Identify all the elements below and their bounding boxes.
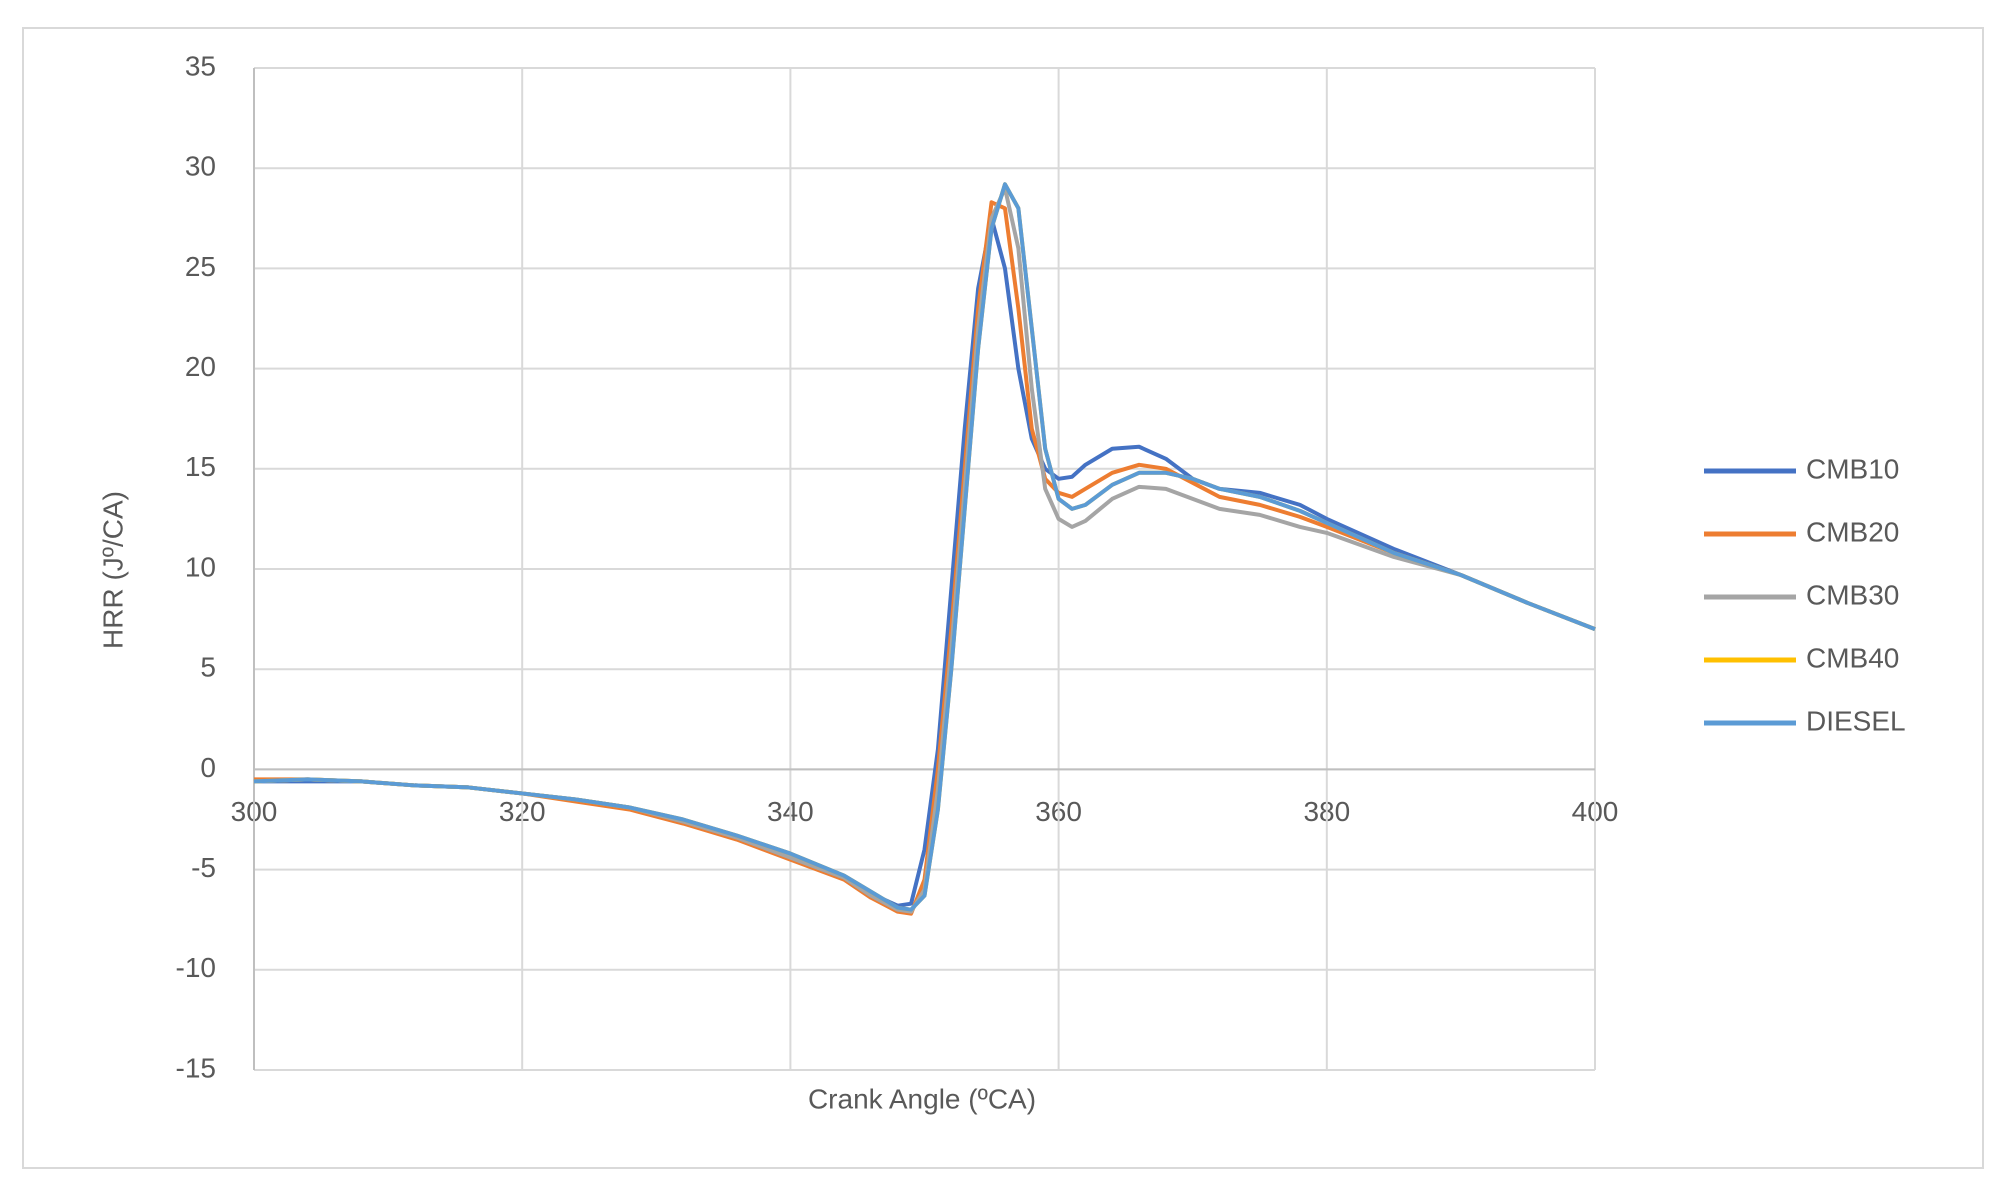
y-tick-label: 10 — [185, 551, 216, 582]
series-line — [253, 182, 1596, 912]
y-tick-label: -10 — [176, 952, 216, 983]
y-axis-title: HRR (Jº/CA) — [97, 491, 128, 649]
y-tick-label: 30 — [185, 151, 216, 182]
legend-label: CMB10 — [1806, 453, 1899, 484]
legend-label: DIESEL — [1806, 705, 1906, 736]
y-tick-label: 35 — [185, 50, 216, 81]
y-tick-label: 20 — [185, 351, 216, 382]
y-tick-label: 0 — [200, 752, 216, 783]
y-tick-label: -5 — [191, 852, 216, 883]
legend-label: CMB30 — [1806, 579, 1899, 610]
chart-frame — [22, 27, 1984, 1169]
legend-label: CMB40 — [1806, 642, 1899, 673]
legend-label: CMB20 — [1806, 516, 1899, 547]
y-tick-label: 5 — [200, 652, 216, 683]
y-tick-label: 15 — [185, 451, 216, 482]
y-tick-label: -15 — [176, 1052, 216, 1083]
y-tick-label: 25 — [185, 251, 216, 282]
x-axis-title: Crank Angle (ºCA) — [808, 1083, 1036, 1114]
